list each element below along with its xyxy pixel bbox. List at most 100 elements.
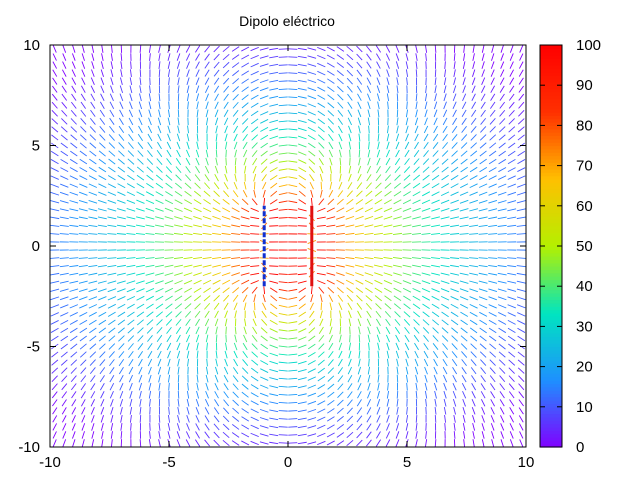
field-vector xyxy=(145,257,155,260)
field-vector xyxy=(405,423,409,431)
field-vector xyxy=(158,423,161,431)
field-vector xyxy=(366,310,372,318)
field-vector xyxy=(213,407,220,415)
colorbar-band xyxy=(540,132,562,137)
field-vector xyxy=(278,72,288,74)
field-vector xyxy=(177,109,180,118)
field-vector xyxy=(100,69,104,77)
field-vector xyxy=(126,183,135,189)
field-vector xyxy=(195,407,200,415)
field-vector xyxy=(479,351,487,358)
field-vector xyxy=(307,408,317,413)
field-vector xyxy=(423,358,429,367)
field-vector xyxy=(231,423,240,430)
field-vector xyxy=(288,418,298,420)
field-vector xyxy=(145,199,155,204)
field-vector xyxy=(59,296,69,301)
field-vector xyxy=(212,232,222,235)
field-vector xyxy=(215,366,219,375)
field-vector xyxy=(365,199,373,205)
field-vector xyxy=(127,335,135,342)
field-vector xyxy=(215,133,218,142)
field-vector xyxy=(366,423,372,431)
field-vector xyxy=(367,117,371,126)
field-vector xyxy=(154,257,165,260)
field-vector xyxy=(508,126,516,133)
field-vector xyxy=(167,53,171,61)
field-vector xyxy=(404,334,410,343)
field-vector xyxy=(98,183,107,188)
field-vector xyxy=(318,150,325,157)
field-vector xyxy=(212,279,221,285)
field-vector xyxy=(395,133,400,142)
colorbar-band xyxy=(540,179,562,183)
field-vector xyxy=(215,117,219,126)
field-vector xyxy=(489,351,497,358)
colorbar-band xyxy=(540,292,562,297)
field-vector xyxy=(452,398,457,407)
field-vector xyxy=(386,77,390,86)
field-vector xyxy=(516,216,526,220)
field-vector xyxy=(481,431,485,439)
field-vector xyxy=(72,431,76,439)
field-vector xyxy=(79,167,88,173)
field-vector xyxy=(129,101,133,110)
colorbar-band xyxy=(540,175,562,180)
field-vector xyxy=(117,288,126,293)
field-vector xyxy=(308,166,315,173)
field-vector xyxy=(187,101,189,110)
field-vector xyxy=(136,319,144,326)
field-vector xyxy=(147,358,153,367)
field-vector xyxy=(386,133,390,142)
field-vector xyxy=(509,69,514,77)
field-vector xyxy=(278,410,288,412)
field-vector xyxy=(167,109,171,118)
y-tick-label: -5 xyxy=(27,339,40,356)
field-vector xyxy=(259,55,269,59)
field-vector xyxy=(214,318,219,327)
field-vector xyxy=(356,423,363,431)
field-vector xyxy=(139,69,142,77)
field-vector xyxy=(232,190,239,198)
field-vector xyxy=(107,216,117,220)
field-vector xyxy=(243,302,247,311)
field-vector xyxy=(118,351,125,358)
field-vector xyxy=(59,280,69,284)
field-vector xyxy=(81,423,86,431)
field-vector xyxy=(167,366,171,375)
field-vector xyxy=(338,141,343,150)
field-vector xyxy=(183,232,193,235)
field-vector xyxy=(348,141,352,150)
field-vector xyxy=(470,359,477,366)
field-vector xyxy=(117,183,126,189)
x-tick-label: -10 xyxy=(39,454,61,471)
field-vector xyxy=(357,318,362,327)
field-vector xyxy=(309,310,315,318)
field-vector xyxy=(346,198,354,205)
field-vector xyxy=(79,319,88,325)
field-vector xyxy=(98,150,106,157)
field-vector xyxy=(470,134,477,141)
field-vector xyxy=(99,367,106,375)
field-vector xyxy=(317,351,325,358)
field-vector xyxy=(223,93,229,101)
field-vector xyxy=(108,134,115,141)
field-vector xyxy=(297,368,307,373)
field-vector xyxy=(336,272,345,276)
field-vector xyxy=(470,343,477,350)
field-vector xyxy=(480,367,487,375)
field-vector xyxy=(395,53,400,61)
field-vector xyxy=(327,94,335,101)
field-vector xyxy=(69,167,78,173)
field-vector xyxy=(508,391,515,399)
field-vector xyxy=(298,319,307,325)
field-vector xyxy=(498,134,506,141)
field-vector xyxy=(443,390,447,399)
field-vector xyxy=(195,157,200,166)
field-vector xyxy=(432,166,440,173)
field-vector xyxy=(252,165,257,174)
field-vector xyxy=(441,303,450,309)
field-vector xyxy=(516,233,526,235)
field-vector xyxy=(117,327,125,334)
field-vector xyxy=(233,350,238,359)
